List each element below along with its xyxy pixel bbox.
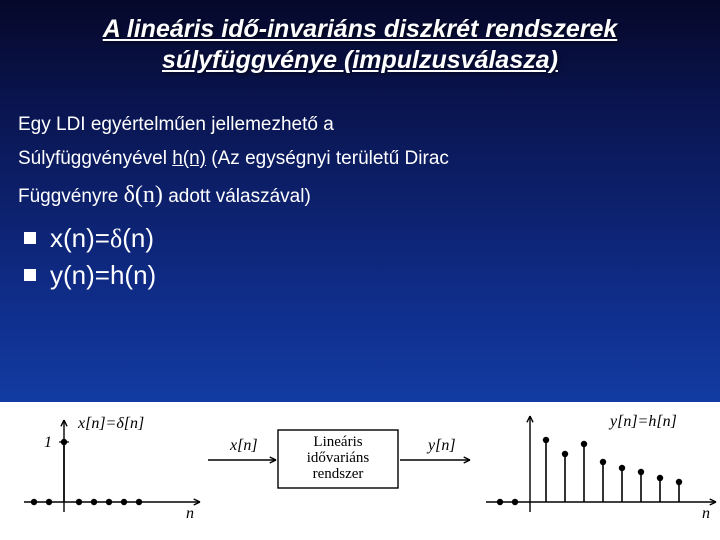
svg-text:y[n]: y[n] bbox=[426, 437, 456, 454]
svg-text:n: n bbox=[186, 505, 194, 522]
svg-text:Lineáris: Lineáris bbox=[313, 434, 362, 450]
eq1-x: x(n)= bbox=[50, 223, 110, 253]
para2-before: Függvényre bbox=[18, 186, 124, 207]
svg-text:y[n]=h[n]: y[n]=h[n] bbox=[608, 413, 677, 430]
eq1-n: (n) bbox=[122, 223, 154, 253]
svg-text:x[n]=δ[n]: x[n]=δ[n] bbox=[77, 415, 144, 432]
bullet-1: x(n)=δ(n) bbox=[18, 223, 702, 254]
bullet-list: x(n)=δ(n) y(n)=h(n) bbox=[18, 223, 702, 291]
svg-text:rendszer: rendszer bbox=[313, 466, 364, 482]
paragraph-line-3: Függvényre δ(n) adott válaszával) bbox=[18, 182, 702, 209]
paragraph-line-2: Súlyfüggvényével h(n) (Az egységnyi terü… bbox=[18, 147, 702, 172]
para1b-after: (Az egységnyi területű Dirac bbox=[206, 148, 449, 169]
equation-1: x(n)=δ(n) bbox=[50, 223, 154, 254]
svg-text:x[n]: x[n] bbox=[229, 437, 258, 454]
hn-underline: h(n) bbox=[172, 148, 206, 169]
svg-text:n: n bbox=[702, 505, 710, 522]
bullet-square-icon bbox=[24, 269, 36, 281]
eq1-delta: δ bbox=[110, 224, 122, 253]
bullet-2: y(n)=h(n) bbox=[18, 260, 702, 291]
slide-title: A lineáris idő-invariáns diszkrét rendsz… bbox=[18, 14, 702, 77]
system-diagram: 1 x[n]=δ[n] n x[n] Lineárisidővariánsrendsze… bbox=[0, 402, 720, 540]
equation-2: y(n)=h(n) bbox=[50, 260, 156, 291]
paragraph-line-1: Egy LDI egyértelműen jellemezhető a bbox=[18, 113, 702, 138]
svg-text:1: 1 bbox=[44, 434, 52, 451]
svg-text:idővariáns: idővariáns bbox=[307, 450, 370, 466]
para1b-before: Súlyfüggvényével bbox=[18, 148, 172, 169]
bullet-square-icon bbox=[24, 232, 36, 244]
para2-after: adott válaszával) bbox=[163, 186, 311, 207]
delta-n: δ(n) bbox=[124, 182, 163, 208]
